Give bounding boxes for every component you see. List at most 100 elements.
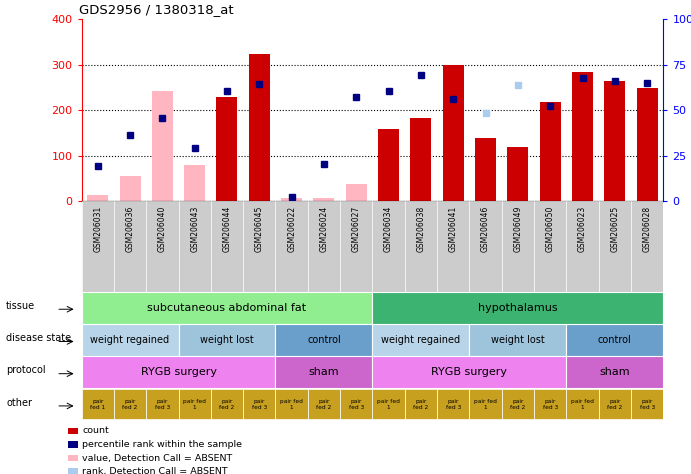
Text: GSM206027: GSM206027 (352, 206, 361, 252)
Text: GSM206034: GSM206034 (384, 206, 393, 252)
Bar (68, 441, 78, 448)
Text: GSM206043: GSM206043 (190, 206, 199, 252)
Bar (469, 324, 567, 356)
Text: RYGB surgery: RYGB surgery (431, 367, 507, 377)
Text: pair
fed 2: pair fed 2 (413, 399, 428, 410)
Text: weight lost: weight lost (491, 335, 545, 345)
Bar (443, 64, 464, 201)
Bar (120, 176, 140, 201)
Text: percentile rank within the sample: percentile rank within the sample (82, 440, 242, 449)
Bar (82, 324, 178, 356)
Text: GSM206024: GSM206024 (319, 206, 328, 252)
Bar (372, 201, 405, 292)
Text: pair fed
1: pair fed 1 (183, 399, 206, 410)
Text: GSM206022: GSM206022 (287, 206, 296, 252)
Text: pair
fed 2: pair fed 2 (316, 399, 332, 410)
Bar (82, 389, 114, 419)
Text: pair
fed 1: pair fed 1 (90, 399, 105, 410)
Bar (68, 455, 78, 461)
Text: GSM206041: GSM206041 (448, 206, 457, 252)
Bar (469, 201, 502, 292)
Text: GSM206025: GSM206025 (610, 206, 619, 252)
Bar (243, 201, 276, 292)
Bar (502, 201, 534, 292)
Bar (146, 389, 178, 419)
Bar (68, 428, 78, 434)
Text: GSM206040: GSM206040 (158, 206, 167, 252)
Bar (534, 389, 567, 419)
Text: GSM206031: GSM206031 (93, 206, 102, 252)
Bar (572, 73, 593, 201)
Bar (507, 147, 529, 201)
Bar (82, 292, 372, 324)
Bar (437, 389, 469, 419)
Text: sham: sham (600, 367, 630, 377)
Bar (146, 201, 178, 292)
Bar (378, 129, 399, 201)
Bar (216, 97, 238, 201)
Text: pair fed
1: pair fed 1 (571, 399, 594, 410)
Bar (276, 201, 307, 292)
Bar (372, 292, 663, 324)
Bar (249, 54, 269, 201)
Text: pair
fed 3: pair fed 3 (155, 399, 170, 410)
Text: GSM206050: GSM206050 (546, 206, 555, 252)
Text: count: count (82, 427, 109, 436)
Bar (631, 201, 663, 292)
Text: sham: sham (309, 367, 339, 377)
Text: value, Detection Call = ABSENT: value, Detection Call = ABSENT (82, 454, 232, 463)
Text: control: control (307, 335, 341, 345)
Text: pair
fed 3: pair fed 3 (542, 399, 558, 410)
Text: tissue: tissue (6, 301, 35, 311)
Text: GSM206046: GSM206046 (481, 206, 490, 252)
Text: other: other (6, 398, 32, 408)
Text: pair
fed 3: pair fed 3 (252, 399, 267, 410)
Bar (598, 389, 631, 419)
Bar (152, 91, 173, 201)
Bar (567, 201, 598, 292)
Bar (276, 324, 372, 356)
Text: RYGB surgery: RYGB surgery (140, 367, 216, 377)
Text: weight regained: weight regained (91, 335, 169, 345)
Bar (281, 198, 302, 201)
Text: protocol: protocol (6, 365, 46, 375)
Text: GSM206023: GSM206023 (578, 206, 587, 252)
Text: subcutaneous abdominal fat: subcutaneous abdominal fat (147, 302, 307, 313)
Bar (502, 389, 534, 419)
Bar (211, 389, 243, 419)
Text: pair
fed 2: pair fed 2 (122, 399, 138, 410)
Bar (567, 324, 663, 356)
Text: disease state: disease state (6, 333, 71, 343)
Bar (68, 468, 78, 474)
Bar (567, 356, 663, 388)
Bar (178, 201, 211, 292)
Text: GSM206038: GSM206038 (417, 206, 426, 252)
Text: pair fed
1: pair fed 1 (474, 399, 497, 410)
Text: pair
fed 3: pair fed 3 (349, 399, 364, 410)
Bar (631, 389, 663, 419)
Text: pair
fed 2: pair fed 2 (219, 399, 235, 410)
Text: GDS2956 / 1380318_at: GDS2956 / 1380318_at (79, 3, 234, 17)
Bar (540, 102, 560, 201)
Text: weight lost: weight lost (200, 335, 254, 345)
Text: weight regained: weight regained (381, 335, 460, 345)
Text: GSM206044: GSM206044 (223, 206, 231, 252)
Text: GSM206028: GSM206028 (643, 206, 652, 252)
Text: GSM206045: GSM206045 (255, 206, 264, 252)
Text: pair
fed 2: pair fed 2 (510, 399, 526, 410)
Text: control: control (598, 335, 632, 345)
Text: pair fed
1: pair fed 1 (281, 399, 303, 410)
Bar (372, 324, 469, 356)
Text: rank, Detection Call = ABSENT: rank, Detection Call = ABSENT (82, 467, 228, 474)
Bar (82, 201, 114, 292)
Bar (114, 201, 146, 292)
Text: pair
fed 3: pair fed 3 (446, 399, 461, 410)
Bar (469, 389, 502, 419)
Bar (598, 201, 631, 292)
Bar (340, 389, 372, 419)
Bar (340, 201, 372, 292)
Bar (437, 201, 469, 292)
Bar (178, 324, 276, 356)
Bar (114, 389, 146, 419)
Text: pair
fed 2: pair fed 2 (607, 399, 623, 410)
